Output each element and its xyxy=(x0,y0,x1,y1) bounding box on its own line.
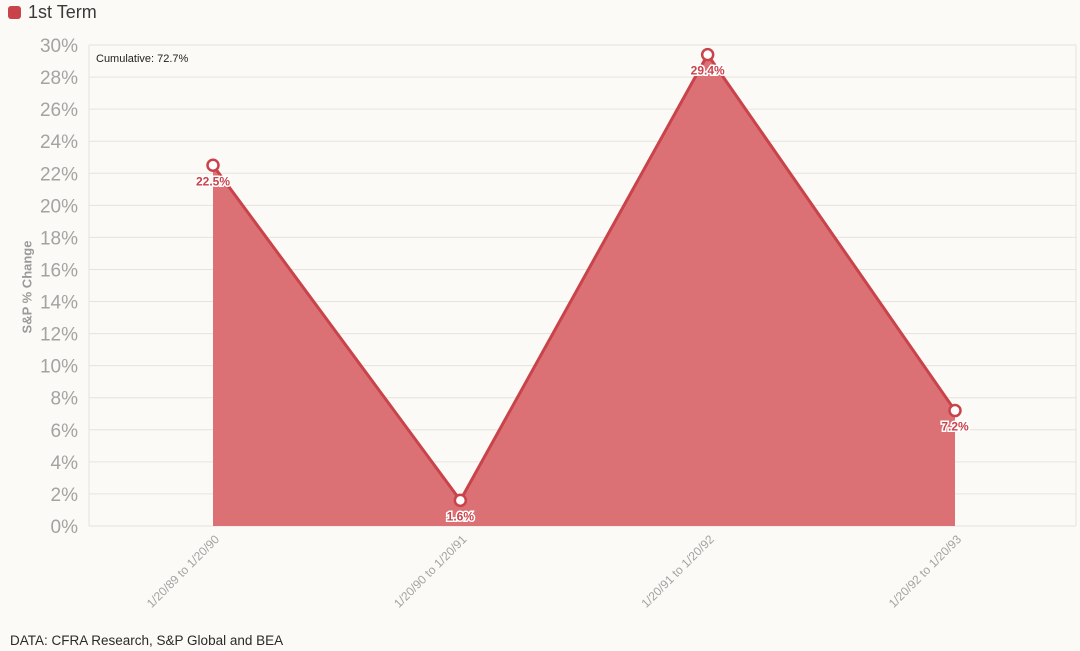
data-label: 22.5% xyxy=(196,174,230,188)
x-tick-label: 1/20/92 to 1/20/93 xyxy=(886,532,965,611)
x-tick-labels: 1/20/89 to 1/20/90 1/20/90 to 1/20/91 1/20… xyxy=(144,532,965,611)
x-tick-label: 1/20/90 to 1/20/91 xyxy=(391,532,470,611)
y-tick-label: 4% xyxy=(51,453,79,474)
y-tick-label: 26% xyxy=(40,100,78,121)
cumulative-annotation: Cumulative: 72.7% xyxy=(96,53,189,65)
y-tick-label: 10% xyxy=(40,357,78,378)
y-tick-label: 24% xyxy=(40,132,78,153)
y-tick-label: 14% xyxy=(40,293,78,314)
area-chart: 0% 2% 4% 6% 8% 10% 12% 14% 16% 18% 20% 22% 24% 26% 28%… xyxy=(40,36,1077,611)
y-tick-label: 22% xyxy=(40,164,78,185)
y-tick-label: 6% xyxy=(51,421,79,442)
y-tick-label: 20% xyxy=(40,196,78,217)
data-label: 29.4% xyxy=(691,64,725,78)
y-tick-label: 28% xyxy=(40,68,78,89)
source-note: DATA: CFRA Research, S&P Global and BEA xyxy=(10,633,284,648)
legend[interactable]: 1st Term xyxy=(8,1,97,23)
legend-label: 1st Term xyxy=(28,1,97,22)
x-tick-label: 1/20/89 to 1/20/90 xyxy=(144,532,223,611)
data-label: 1.6% xyxy=(447,509,475,523)
x-tick-label: 1/20/91 to 1/20/92 xyxy=(638,532,717,611)
data-area xyxy=(211,53,957,527)
data-point[interactable] xyxy=(206,158,220,172)
y-tick-labels: 0% 2% 4% 6% 8% 10% 12% 14% 16% 18% 20% 22% 24% 26% 28%… xyxy=(40,36,78,538)
y-tick-label: 18% xyxy=(40,228,78,249)
data-point[interactable] xyxy=(700,47,715,62)
y-tick-label: 30% xyxy=(40,36,78,57)
data-point[interactable] xyxy=(453,493,468,508)
data-points: 22.5% 1.6% 29.4% 7.2% xyxy=(194,47,971,525)
y-tick-label: 12% xyxy=(40,325,78,346)
legend-swatch xyxy=(8,5,21,19)
y-tick-label: 2% xyxy=(51,485,79,506)
y-tick-label: 0% xyxy=(51,517,79,538)
data-label: 7.2% xyxy=(941,420,969,434)
y-tick-label: 16% xyxy=(40,260,78,281)
y-tick-label: 8% xyxy=(51,389,79,410)
series-area xyxy=(213,54,955,527)
series-line xyxy=(211,53,957,502)
data-point[interactable] xyxy=(948,403,962,418)
